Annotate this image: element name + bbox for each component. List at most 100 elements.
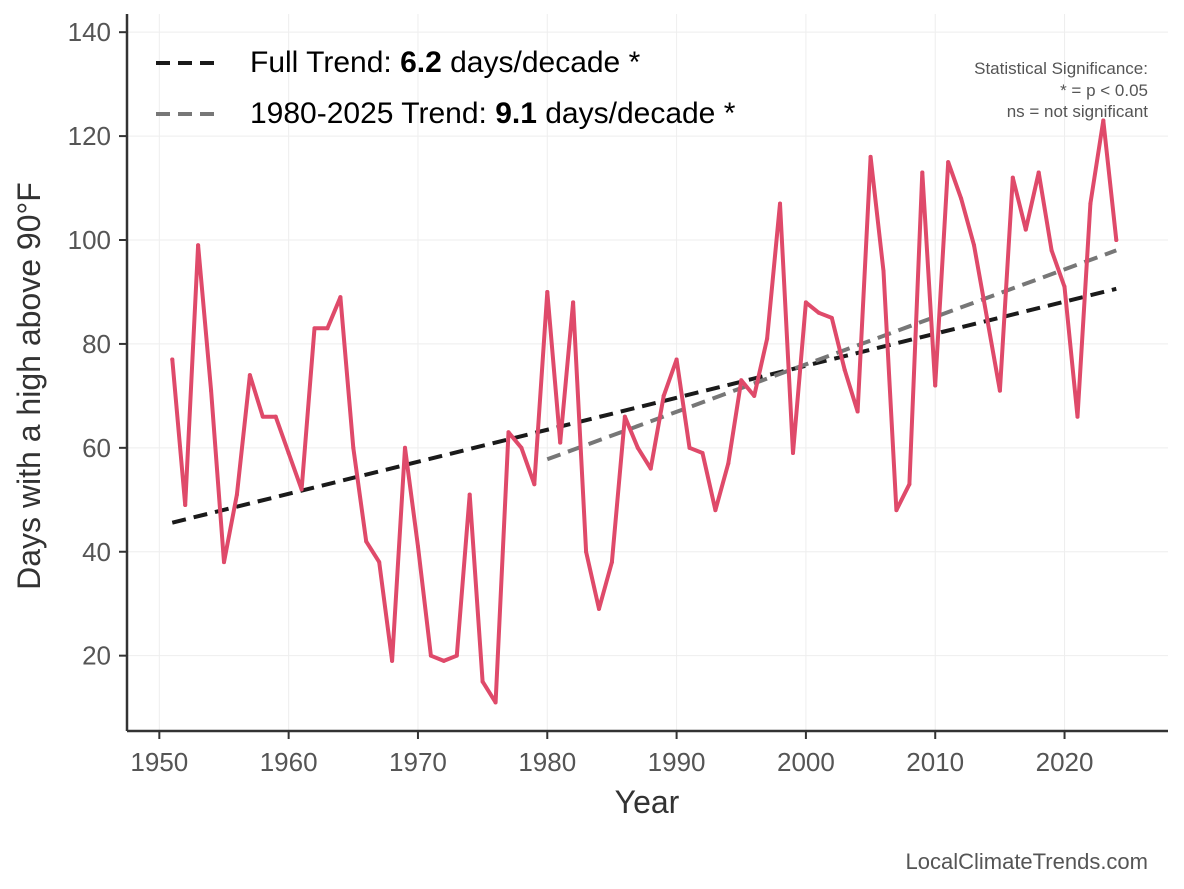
data-point-2015 (997, 388, 1002, 393)
data-point-2006 (881, 269, 886, 274)
legend-entry-full-trend: Full Trend: 6.2 days/decade * (250, 46, 641, 79)
data-point-1983 (584, 549, 589, 554)
data-point-1975 (480, 679, 485, 684)
data-point-2024 (1114, 238, 1119, 243)
data-point-1965 (351, 445, 356, 450)
data-point-1986 (622, 414, 627, 419)
data-point-1979 (532, 482, 537, 487)
data-point-1972 (441, 658, 446, 663)
data-point-1989 (661, 393, 666, 398)
data-point-1977 (506, 430, 511, 435)
data-point-1963 (325, 326, 330, 331)
data-point-1962 (312, 326, 317, 331)
data-point-1981 (558, 440, 563, 445)
x-tick-label-1980: 1980 (518, 747, 576, 777)
data-point-1952 (183, 502, 188, 507)
y-tick-label-60: 60 (82, 433, 111, 463)
data-point-1964 (338, 295, 343, 300)
data-point-1955 (221, 560, 226, 565)
x-tick-label-2020: 2020 (1036, 747, 1094, 777)
data-point-1995 (739, 378, 744, 383)
data-point-2020 (1062, 284, 1067, 289)
legend-entry-recent-trend: 1980-2025 Trend: 9.1 days/decade * (250, 97, 736, 130)
y-axis-title: Days with a high above 90°F (11, 182, 47, 590)
data-point-1987 (635, 445, 640, 450)
data-point-2018 (1036, 170, 1041, 175)
significance-note-line-2: * = p < 0.05 (1060, 81, 1148, 100)
data-point-1976 (493, 700, 498, 705)
data-point-1994 (726, 461, 731, 466)
y-tick-label-40: 40 (82, 537, 111, 567)
data-point-1998 (778, 201, 783, 206)
data-point-1968 (390, 658, 395, 663)
data-point-2010 (933, 383, 938, 388)
data-point-2008 (907, 482, 912, 487)
data-point-2014 (984, 315, 989, 320)
y-tick-label-100: 100 (68, 225, 111, 255)
data-point-2007 (894, 508, 899, 513)
x-tick-label-1960: 1960 (260, 747, 318, 777)
significance-note: Statistical Significance: * = p < 0.05 n… (974, 59, 1148, 121)
axes (125, 14, 1168, 733)
data-point-1957 (247, 373, 252, 378)
x-axis-title: Year (615, 784, 680, 820)
series-line-0 (170, 118, 1119, 705)
data-point-1992 (700, 451, 705, 456)
data-point-1967 (377, 560, 382, 565)
data-point-2016 (1010, 175, 1015, 180)
data-point-1953 (196, 243, 201, 248)
data-point-1990 (674, 357, 679, 362)
data-point-2002 (829, 315, 834, 320)
data-point-1974 (467, 492, 472, 497)
x-tick-label-1950: 1950 (130, 747, 188, 777)
data-point-2011 (946, 160, 951, 165)
data-point-2019 (1049, 248, 1054, 253)
data-point-1978 (519, 445, 524, 450)
x-tick-label-2000: 2000 (777, 747, 835, 777)
data-point-1988 (648, 466, 653, 471)
data-point-1982 (571, 300, 576, 305)
data-point-1980 (545, 289, 550, 294)
data-point-1966 (364, 539, 369, 544)
data-point-2003 (842, 367, 847, 372)
y-tick-label-80: 80 (82, 329, 111, 359)
data-point-1969 (403, 445, 408, 450)
significance-note-line-1: Statistical Significance: (974, 59, 1148, 78)
data-point-1961 (299, 487, 304, 492)
data-point-2009 (920, 170, 925, 175)
x-tick-label-1970: 1970 (389, 747, 447, 777)
data-point-2004 (855, 409, 860, 414)
data-point-1971 (428, 653, 433, 658)
data-point-2021 (1075, 414, 1080, 419)
data-point-2012 (959, 196, 964, 201)
data-point-2000 (803, 300, 808, 305)
data-point-1958 (260, 414, 265, 419)
x-tick-label-1990: 1990 (648, 747, 706, 777)
data-point-1996 (752, 393, 757, 398)
data-point-1956 (234, 492, 239, 497)
recent-trend-line (546, 248, 1117, 462)
data-point-1991 (687, 445, 692, 450)
x-tick-label-2010: 2010 (906, 747, 964, 777)
series (170, 118, 1119, 705)
data-point-1954 (209, 388, 214, 393)
data-point-1959 (273, 414, 278, 419)
trend-lines (171, 248, 1117, 525)
data-point-1985 (609, 560, 614, 565)
y-tick-label-120: 120 (68, 121, 111, 151)
data-point-1984 (597, 606, 602, 611)
data-point-1951 (170, 357, 175, 362)
significance-note-line-3: ns = not significant (1007, 102, 1149, 121)
data-point-2023 (1101, 118, 1106, 123)
data-point-1973 (454, 653, 459, 658)
credit: LocalClimateTrends.com (906, 849, 1149, 874)
y-tick-label-140: 140 (68, 17, 111, 47)
ticks: 1950 1960 1970 1980 1990 2000 2010 202020406080… (68, 17, 1094, 777)
data-point-1997 (765, 336, 770, 341)
data-point-2005 (868, 154, 873, 159)
data-point-2001 (816, 310, 821, 315)
full-trend-line (171, 286, 1117, 525)
data-point-2017 (1023, 227, 1028, 232)
data-point-1999 (790, 451, 795, 456)
